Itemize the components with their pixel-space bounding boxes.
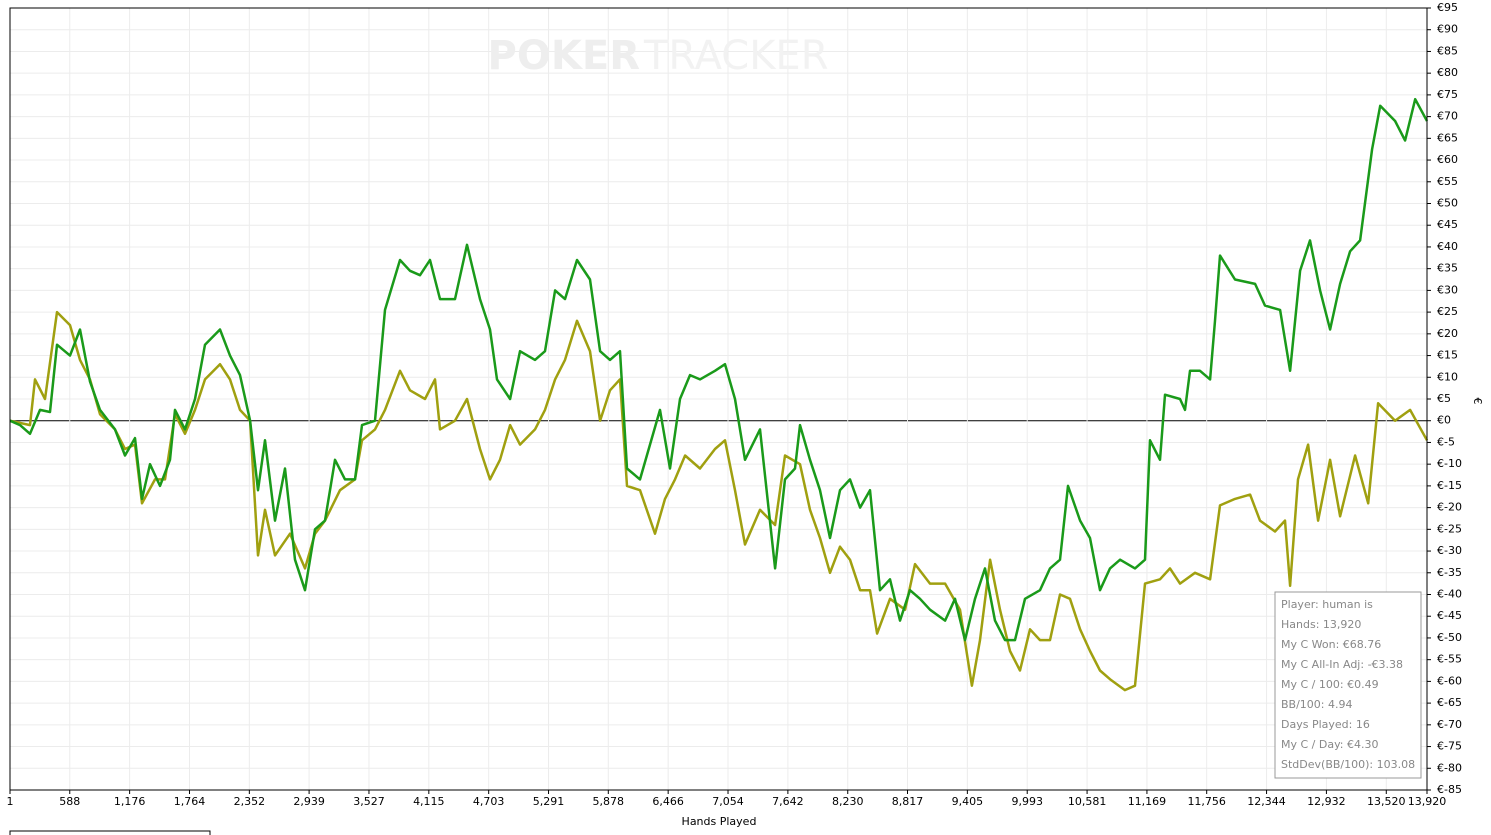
y-tick-label: €-15 [1437,479,1462,492]
x-tick-label: 9,993 [1011,795,1043,808]
series-line [9,310,1429,692]
y-tick-label: €-65 [1437,696,1462,709]
y-tick-label: €-20 [1437,501,1462,514]
y-tick-label: €40 [1437,240,1458,253]
x-tick-label: 12,932 [1307,795,1346,808]
x-tick-label: 1,176 [114,795,146,808]
lines [9,97,1429,692]
x-tick-label: 4,703 [473,795,505,808]
series-line [9,97,1429,642]
x-tick-label: 2,352 [234,795,266,808]
x-tick-label: 6,466 [652,795,684,808]
x-tick-label: 1,764 [174,795,206,808]
y-tick-label: €60 [1437,153,1458,166]
y-tick-label: €25 [1437,305,1458,318]
y-tick-label: €50 [1437,197,1458,210]
y-tick-label: €65 [1437,131,1458,144]
info-box [1274,591,1422,779]
watermark-light: TRACKER [643,33,829,79]
info-lines: Player: human is Hands: 13,920 My C Won: €… [1281,598,1415,771]
info-line: BB/100: 4.94 [1281,698,1353,711]
info-line: Days Played: 16 [1281,718,1370,731]
y-tick-label: €-80 [1437,761,1462,774]
x-tick-label: 13,920 [1408,795,1447,808]
watermark-bold: POKER [488,33,640,79]
x-tick-label: 13,520 [1367,795,1406,808]
x-tick-label: 1 [7,795,14,808]
y-tick-label: €-10 [1437,457,1462,470]
y-tick-label: €55 [1437,175,1458,188]
y-tick-label: €-30 [1437,544,1462,557]
x-tick-label: 3,527 [353,795,385,808]
y-tick-label: €-45 [1437,609,1462,622]
y-tick-label: €15 [1437,349,1458,362]
x-tick-label: 7,054 [712,795,744,808]
info-line: My C / Day: €4.30 [1281,738,1379,751]
y-tick-label: €-75 [1437,740,1462,753]
x-axis-label: Hands Played [682,815,757,828]
info-line: My C All-In Adj: -€3.38 [1281,658,1403,671]
x-tick-label: 10,581 [1068,795,1107,808]
y-tick-label: €30 [1437,283,1458,296]
y-tick-label: €-40 [1437,588,1462,601]
x-tick-label: 7,642 [772,795,804,808]
x-tick-label: 11,169 [1128,795,1167,808]
y-tick-label: €85 [1437,44,1458,57]
y-tick-label: €75 [1437,88,1458,101]
y-tick-label: €10 [1437,370,1458,383]
legend-box [9,830,211,835]
x-tick-label: 5,878 [593,795,625,808]
x-tick-label: 8,817 [892,795,924,808]
x-tick-label: 9,405 [952,795,984,808]
y-tick-label: €-25 [1437,522,1462,535]
info-line: Hands: 13,920 [1281,618,1361,631]
y-tick-label: €5 [1437,392,1451,405]
y-tick-label: €35 [1437,262,1458,275]
x-tick-label: 8,230 [832,795,864,808]
x-tick-label: 5,291 [533,795,565,808]
x-tick-label: 2,939 [293,795,325,808]
x-tick-label: 588 [59,795,80,808]
y-tick-label: €70 [1437,110,1458,123]
info-line: My C Won: €68.76 [1281,638,1381,651]
x-tick-label: 11,756 [1187,795,1226,808]
y-tick-label: €45 [1437,218,1458,231]
y-tick-label: €-60 [1437,674,1462,687]
y-tick-label: €-85 [1437,783,1462,796]
x-tick-label: 4,115 [413,795,445,808]
ticks: €95 €90 €85 €80 €75 €70 €65 €60 €55 €50 €45 €40 €35 €… [7,1,1462,808]
info-line: My C / 100: €0.49 [1281,678,1379,691]
y-tick-label: €-55 [1437,653,1462,666]
y-tick-label: €90 [1437,23,1458,36]
info-line: StdDev(BB/100): 103.08 [1281,758,1415,771]
y-tick-label: €-35 [1437,566,1462,579]
y-tick-label: €-70 [1437,718,1462,731]
x-tick-label: 12,344 [1247,795,1286,808]
y-tick-label: €0 [1437,414,1451,427]
y-tick-label: €95 [1437,1,1458,14]
y-axis-label: € [1471,398,1484,405]
y-tick-label: €80 [1437,66,1458,79]
y-tick-label: €-50 [1437,631,1462,644]
y-tick-label: €-5 [1437,435,1455,448]
y-tick-label: €20 [1437,327,1458,340]
info-line: Player: human is [1281,598,1373,611]
